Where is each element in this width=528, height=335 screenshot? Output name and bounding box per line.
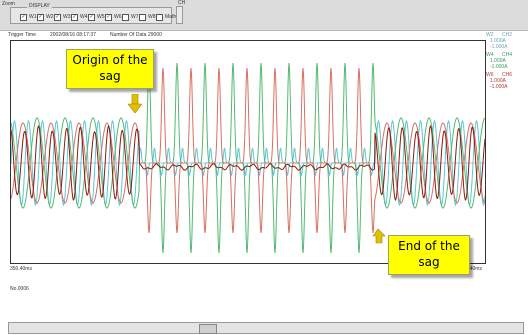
- checkbox-label: W1: [29, 14, 37, 20]
- series-green-waveform: [10, 62, 486, 254]
- checkbox-label: W7: [131, 14, 139, 20]
- checkbox-box[interactable]: ✓: [54, 13, 61, 21]
- info-bar: Trigger Time 2002/08/16 08:17:37 Number …: [0, 30, 528, 39]
- legend-w4-bottom: -1.000A: [490, 64, 508, 70]
- checkbox-label: W5: [97, 14, 105, 20]
- legend-w2-bottom: -1.000A: [490, 44, 508, 50]
- end-callout: End of the sag: [388, 235, 470, 275]
- arrow-down-icon: [128, 94, 142, 114]
- display-scroll[interactable]: [176, 6, 183, 24]
- end-callout-text: End of the sag: [398, 239, 460, 269]
- legend-w2-top: 1.000A: [490, 38, 506, 44]
- display-legend: DISPLAY: [27, 3, 52, 9]
- toolbar: Zoom DISPLAY ✓ W1 ✓ W2 ✓ W3 ✓ W4 ✓ W5 ✓ W6 W7 W8 Math …: [0, 0, 528, 31]
- checkbox-box[interactable]: [139, 13, 146, 21]
- checkbox-box[interactable]: ✓: [20, 13, 27, 21]
- channel-checkbox-w8[interactable]: W8: [139, 13, 156, 21]
- arrow-up-left-icon: [372, 228, 386, 244]
- checkbox-box[interactable]: ✓: [37, 13, 44, 21]
- checkbox-label: W4: [80, 14, 88, 20]
- checkbox-label: Math: [165, 14, 177, 20]
- data-count-value: 29000: [148, 32, 162, 38]
- origin-callout: Origin of the sag: [66, 49, 154, 89]
- horizontal-scrollbar[interactable]: [8, 322, 524, 334]
- channel-checkbox-w5[interactable]: ✓ W5: [88, 13, 105, 21]
- channel-checkbox-w6[interactable]: ✓ W6: [105, 13, 122, 21]
- legend-w4-id: W4: [486, 52, 494, 58]
- channel-checkbox-w1[interactable]: ✓ W1: [20, 13, 37, 21]
- legend-w4-ch: CH4: [502, 52, 513, 58]
- checkbox-label: W3: [63, 14, 71, 20]
- channel-checkbox-w7[interactable]: W7: [122, 13, 139, 21]
- checkbox-label: W8: [148, 14, 156, 20]
- channel-checkbox-w2[interactable]: ✓ W2: [37, 13, 54, 21]
- legend-w6-ch: CH6: [502, 72, 513, 78]
- checkbox-box[interactable]: ✓: [88, 13, 95, 21]
- checkbox-box[interactable]: [156, 13, 163, 21]
- checkbox-label: W2: [46, 14, 54, 20]
- checkbox-box[interactable]: [122, 13, 129, 21]
- legend-w6-top: 1.000A: [490, 78, 506, 84]
- legend-w2-ch: CH2: [502, 32, 513, 38]
- axis-start-time: 350.40ms: [10, 266, 32, 272]
- axis-end-time: 550.40ms: [460, 266, 482, 272]
- scrollbar-thumb[interactable]: [199, 324, 217, 334]
- legend-w2-id: W2: [486, 32, 494, 38]
- channel-checkbox-w3[interactable]: ✓ W3: [54, 13, 71, 21]
- series-darkred-waveform: [10, 124, 486, 202]
- legend-w4-top: 1.000A: [490, 58, 506, 64]
- trigger-time-value: 2002/08/16 08:17:37: [50, 32, 96, 38]
- zoom-label: Zoom: [2, 1, 15, 7]
- waveform-canvas: [10, 62, 486, 254]
- record-number: No.0006: [10, 286, 29, 292]
- ch-label: CH: [178, 0, 186, 6]
- channel-checkbox-math[interactable]: Math: [156, 13, 176, 21]
- legend-w6-id: W6: [486, 72, 494, 78]
- trigger-time-label: Trigger Time: [8, 32, 36, 38]
- origin-callout-text: Origin of the sag: [72, 53, 148, 83]
- checkbox-label: W6: [114, 14, 122, 20]
- channel-checkbox-w4[interactable]: ✓ W4: [71, 13, 88, 21]
- checkbox-box[interactable]: ✓: [71, 13, 78, 21]
- series-red-waveform: [10, 67, 486, 234]
- legend-w6-bottom: -1.000A: [490, 84, 508, 90]
- checkbox-box[interactable]: ✓: [105, 13, 112, 21]
- data-count-label: Number Of Data: [110, 32, 147, 38]
